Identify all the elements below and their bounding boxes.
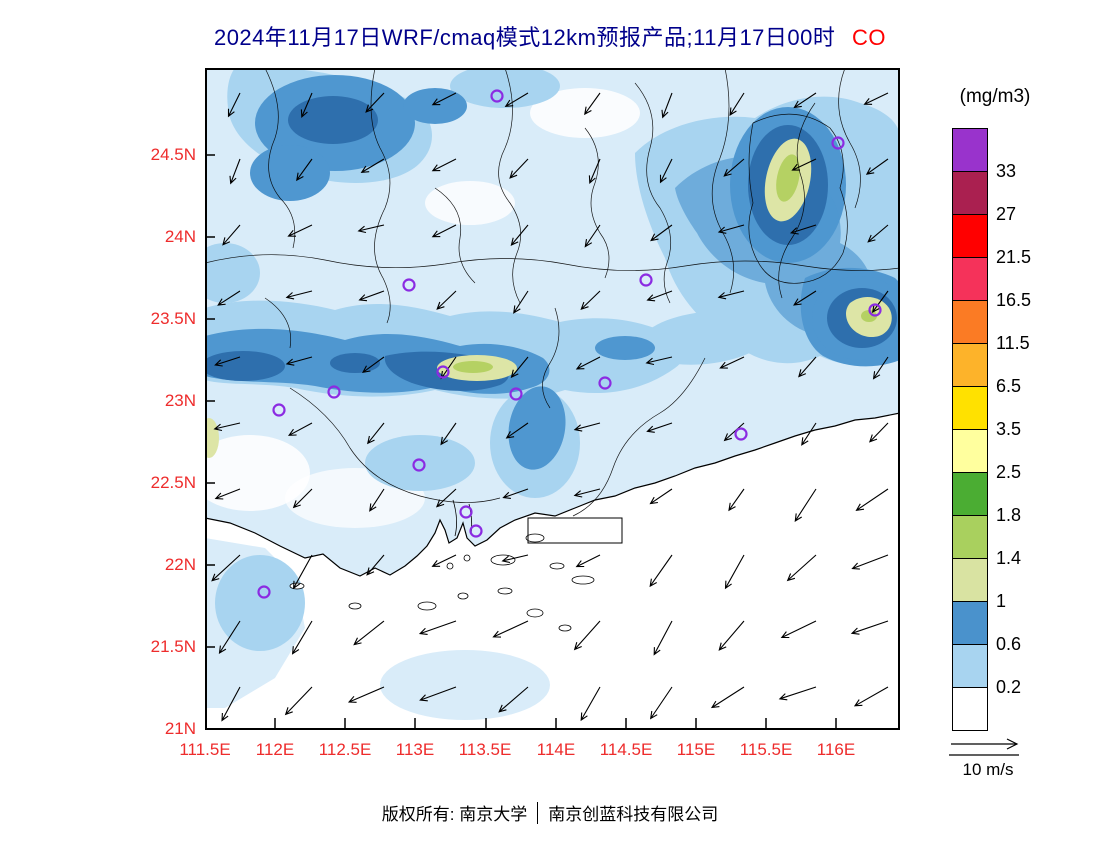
- map-panel: [190, 64, 908, 730]
- colorbar-cell: [952, 128, 988, 172]
- station-marker: [327, 385, 341, 399]
- colorbar-cell: [952, 171, 988, 215]
- lat-tick-label: 24.5N: [150, 145, 196, 164]
- wind-arrows-layer: [211, 92, 889, 722]
- station-marker: [272, 403, 286, 417]
- lat-tick-label: 23.5N: [150, 309, 196, 328]
- lon-tick-label: 112E: [255, 740, 295, 759]
- lat-tick-label: 23N: [164, 391, 196, 410]
- colorbar-tick-label: 3.5: [996, 419, 1022, 439]
- colorbar: [952, 128, 988, 731]
- colorbar-tick-label: 0.6: [996, 634, 1022, 654]
- wind-scale-arrow-icon: [949, 738, 1019, 756]
- colorbar-tick-label: 1.8: [996, 505, 1022, 525]
- title-text: 2024年11月17日WRF/cmaq模式12km预报产品;11月17日00时: [213, 25, 836, 50]
- colorbar-cell: [952, 644, 988, 688]
- title-species-label: CO: [852, 25, 887, 50]
- station-marker: [868, 303, 882, 317]
- station-marker: [459, 505, 473, 519]
- colorbar-tick-label: 33: [996, 161, 1017, 181]
- lat-tick-label: 22N: [164, 555, 196, 574]
- lon-tick-label: 116E: [816, 740, 856, 759]
- colorbar-cell: [952, 515, 988, 559]
- colorbar-tick-label: 27: [996, 204, 1017, 224]
- colorbar-cell: [952, 472, 988, 516]
- lat-tick-label: 24N: [164, 227, 196, 246]
- station-markers-layer: [257, 89, 882, 599]
- station-marker: [490, 89, 504, 103]
- colorbar-tick-label: 11.5: [996, 333, 1030, 353]
- lon-tick-label: 114E: [536, 740, 576, 759]
- lat-tick-label: 21.5N: [150, 637, 196, 656]
- station-marker: [734, 427, 748, 441]
- colorbar-tick-label: 1.4: [996, 548, 1022, 568]
- colorbar-cell: [952, 214, 988, 258]
- station-marker: [509, 387, 523, 401]
- colorbar-unit-label: (mg/m3): [959, 86, 1031, 107]
- station-marker: [412, 458, 426, 472]
- station-marker: [639, 273, 653, 287]
- inset-box: [527, 517, 623, 544]
- lat-tick-label: 21N: [164, 719, 196, 738]
- station-marker: [598, 376, 612, 390]
- lon-tick-label: 114.5E: [599, 740, 653, 759]
- map-frame: [204, 68, 900, 730]
- station-marker: [257, 585, 271, 599]
- colorbar-cell: [952, 687, 988, 731]
- province-borders-layer: [204, 67, 901, 517]
- colorbar-cell: [952, 558, 988, 602]
- forecast-map: [190, 64, 908, 730]
- station-marker: [436, 365, 450, 379]
- copyright-right: 南京创蓝科技有限公司: [548, 805, 719, 824]
- copyright-left: 版权所有: 南京大学: [381, 805, 528, 824]
- station-marker: [831, 136, 845, 150]
- colorbar-tick-label: 16.5: [996, 290, 1032, 310]
- lon-tick-label: 111.5E: [179, 740, 231, 759]
- colorbar-tick-label: 2.5: [996, 462, 1022, 482]
- page-title: 2024年11月17日WRF/cmaq模式12km预报产品;11月17日00时 …: [0, 20, 1100, 52]
- lon-tick-label: 115E: [676, 740, 716, 759]
- colorbar-cell: [952, 343, 988, 387]
- colorbar-cell: [952, 257, 988, 301]
- lon-tick-label: 113E: [395, 740, 435, 759]
- lon-tick-label: 115.5E: [739, 740, 793, 759]
- colorbar-cell: [952, 300, 988, 344]
- lat-tick-label: 22.5N: [150, 473, 196, 492]
- contour-fill-layer: [190, 64, 908, 730]
- lon-tick-label: 113.5E: [458, 740, 512, 759]
- colorbar-tick-label: 6.5: [996, 376, 1022, 396]
- copyright-footer: 版权所有: 南京大学 南京创蓝科技有限公司: [0, 800, 1100, 825]
- coastline-layer: [204, 412, 901, 632]
- colorbar-tick-label: 0.2: [996, 677, 1022, 697]
- colorbar-cell: [952, 429, 988, 473]
- station-marker: [469, 524, 483, 538]
- station-marker: [402, 278, 416, 292]
- colorbar-cell: [952, 601, 988, 645]
- footer-divider: [537, 801, 539, 824]
- colorbar-tick-label: 21.5: [996, 247, 1032, 267]
- colorbar-tick-label: 1: [996, 591, 1007, 611]
- lon-tick-label: 112.5E: [318, 740, 372, 759]
- colorbar-cell: [952, 386, 988, 430]
- wind-scale-label: 10 m/s: [962, 760, 1014, 779]
